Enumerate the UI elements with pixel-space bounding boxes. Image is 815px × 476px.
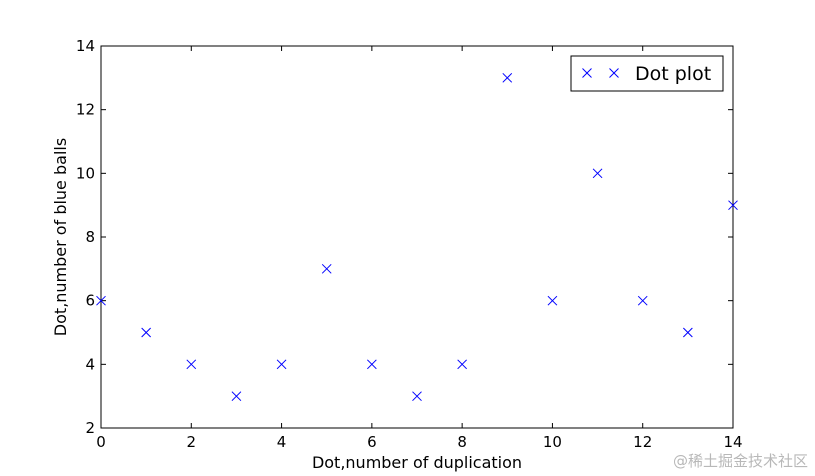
x-tick-label: 0 (96, 433, 106, 451)
data-points (96, 72, 738, 402)
y-axis-label: Dot,number of blue balls (51, 138, 70, 336)
x-tick-label: 8 (457, 433, 467, 451)
data-point (367, 359, 377, 370)
legend-label: Dot plot (635, 63, 711, 85)
y-tick-label: 14 (76, 37, 95, 55)
y-tick-label: 6 (85, 292, 95, 310)
data-point (728, 200, 738, 211)
x-tick-label: 10 (543, 433, 562, 451)
x-tick-label: 12 (633, 433, 652, 451)
data-point (457, 359, 467, 370)
x-axis-label: Dot,number of duplication (312, 453, 522, 472)
data-point (186, 359, 197, 370)
data-point (321, 263, 332, 274)
data-point (276, 359, 287, 370)
plot-area-frame (100, 45, 734, 429)
data-point (592, 168, 603, 179)
x-tick-label: 6 (367, 433, 377, 451)
legend-marker (609, 68, 619, 78)
x-tick-label: 4 (277, 433, 287, 451)
data-point (502, 72, 513, 83)
data-point (637, 295, 648, 306)
data-point (141, 327, 151, 338)
data-point (547, 295, 558, 306)
legend: Dot plot (570, 55, 724, 92)
data-point (412, 391, 422, 402)
legend-box (570, 55, 724, 92)
y-tick-label: 8 (85, 228, 95, 246)
data-point (231, 391, 242, 402)
legend-markers (582, 68, 619, 78)
x-tick-label: 2 (187, 433, 197, 451)
x-tick-label: 14 (723, 433, 742, 451)
legend-marker (582, 68, 592, 78)
data-point (96, 295, 106, 306)
data-point (683, 327, 693, 338)
y-tick-label: 4 (85, 355, 95, 373)
y-tick-label: 2 (85, 419, 95, 437)
y-tick-label: 12 (76, 101, 95, 119)
watermark: @稀土掘金技术社区 (673, 452, 808, 470)
y-tick-label: 10 (76, 164, 95, 182)
